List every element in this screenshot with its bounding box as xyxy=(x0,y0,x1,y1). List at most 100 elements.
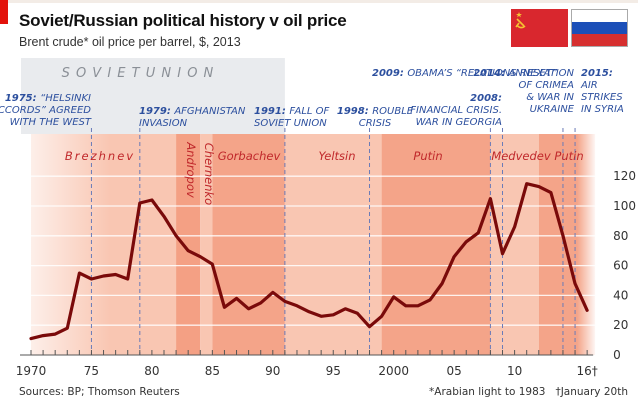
event-text-line: 2015: xyxy=(581,68,613,79)
x-tick-label: 90 xyxy=(265,364,280,378)
event-text-line: 1979: AFGHANISTAN xyxy=(139,106,246,117)
event-text-line: IN SYRIA xyxy=(581,104,624,115)
event-lines xyxy=(90,128,576,355)
event-text-line: WITH THE WEST xyxy=(10,117,92,128)
event-desc: WAR IN GEORGIA xyxy=(416,117,503,128)
hammer-sickle-icon xyxy=(515,12,526,29)
event-desc: AFGHANISTAN xyxy=(173,106,246,117)
event-desc: ACCORDS” AGREED xyxy=(0,105,91,116)
soviet-union-band: S O V I E T U N I O N xyxy=(21,58,285,134)
event-text-line: FINANCIAL CRISIS. xyxy=(410,105,502,116)
footnote: *Arabian light to 1983 †January 20th xyxy=(429,386,628,398)
event-desc: ROUBLE xyxy=(372,106,414,117)
leader-band-putin xyxy=(381,134,491,355)
event-year: 2015: xyxy=(581,68,613,79)
event-annotation-2009: 2009: OBAMA’S “RELATIONS RESET” xyxy=(372,68,558,79)
event-desc: IN SYRIA xyxy=(581,104,624,115)
event-text-line: SOVIET UNION xyxy=(254,118,327,129)
event-year: 1998: xyxy=(337,106,372,117)
price-series xyxy=(29,182,589,341)
leader-band-andropov xyxy=(176,134,201,355)
y-tick-label: 120 xyxy=(613,169,636,183)
x-tick-label: 85 xyxy=(205,364,220,378)
leader-label-gorbachev: Gorbachev xyxy=(218,149,281,163)
event-desc: FALL OF xyxy=(289,106,329,117)
x-tick-label: 75 xyxy=(84,364,99,378)
event-text-line: UKRAINE xyxy=(530,104,575,115)
event-year: 2008: xyxy=(470,93,502,104)
soviet-union-label: S O V I E T U N I O N xyxy=(62,66,215,81)
leader-labels: Brezhnev Andropov Chernenko Gorbachev Yeltsi… xyxy=(65,141,584,205)
y-tick-label: 100 xyxy=(613,199,636,213)
leader-band-gorbachev xyxy=(212,134,285,355)
x-tick-label: 95 xyxy=(326,364,341,378)
russia-flag-icon xyxy=(571,9,628,47)
y-tick-label: 0 xyxy=(613,348,621,362)
x-tick-label: 16† xyxy=(576,364,597,378)
x-tick-label: 80 xyxy=(144,364,159,378)
event-desc: ANNEXATION xyxy=(508,68,575,79)
event-desc: FINANCIAL CRISIS. xyxy=(410,105,502,116)
soviet-union-background xyxy=(21,58,285,134)
event-desc: SOVIET UNION xyxy=(254,118,327,129)
y-axis: 0 20 40 60 80 100 120 xyxy=(613,169,636,362)
leader-label-yeltsin: Yeltsin xyxy=(318,149,355,163)
leader-band-yeltsin xyxy=(284,134,382,355)
event-desc: “HELSINKI xyxy=(40,93,91,104)
event-annotation-2008: 2008:FINANCIAL CRISIS.WAR IN GEORGIA xyxy=(410,93,502,128)
sources-note: Sources: BP; Thomson Reuters xyxy=(19,386,180,398)
y-tick-label: 20 xyxy=(613,318,628,332)
event-desc: OF CRIMEA xyxy=(519,80,575,91)
leader-label-brezhnev: Brezhnev xyxy=(65,149,135,163)
leader-label-chernenko: Chernenko xyxy=(202,143,216,205)
leader-band-chernenko xyxy=(200,134,213,355)
event-desc: CRISIS xyxy=(359,118,392,129)
event-desc: OBAMA’S “RELATIONS RESET” xyxy=(407,68,558,79)
y-tick-label: 40 xyxy=(613,288,628,302)
oil-price-line xyxy=(29,182,589,341)
brand-red-marker xyxy=(0,0,8,24)
event-text-line: CRISIS xyxy=(359,118,392,129)
event-text-line: 1998: ROUBLE xyxy=(337,106,414,117)
event-text-line: WAR IN GEORGIA xyxy=(416,117,503,128)
event-desc: AIR xyxy=(580,80,598,91)
event-year: 1991: xyxy=(254,106,289,117)
event-text-line: OF CRIMEA xyxy=(519,80,575,91)
event-text-line: STRIKES xyxy=(581,92,623,103)
event-desc: INVASION xyxy=(139,118,188,129)
x-tick-label: 10 xyxy=(507,364,522,378)
chart-subtitle: Brent crude* oil price per barrel, $, 20… xyxy=(19,35,241,49)
x-tick-label: 1970 xyxy=(16,364,47,378)
x-axis: 1970 75 80 85 90 95 2000 05 10 16† xyxy=(16,350,598,378)
event-year: 2009: xyxy=(372,68,407,79)
event-text-line: ACCORDS” AGREED xyxy=(0,105,91,116)
event-text-line: 2008: xyxy=(470,93,502,104)
gridlines xyxy=(0,175,596,326)
event-year: 1975: xyxy=(5,93,40,104)
leader-label-putin: Putin xyxy=(413,149,442,163)
event-text-line: 2009: OBAMA’S “RELATIONS RESET” xyxy=(372,68,558,79)
x-tick-label: 05 xyxy=(447,364,462,378)
leader-label-medvedev: Medvedev xyxy=(491,149,551,163)
leader-label-putin2: Putin xyxy=(554,149,583,163)
event-text-line: & WAR IN xyxy=(526,92,574,103)
event-year: 2014: xyxy=(473,68,508,79)
y-tick-label: 80 xyxy=(613,229,628,243)
event-text-line: INVASION xyxy=(139,118,188,129)
leader-bands xyxy=(31,134,596,355)
y-tick-label: 60 xyxy=(613,259,628,273)
event-text-line: AIR xyxy=(580,80,598,91)
event-desc: & WAR IN xyxy=(526,92,574,103)
leader-label-andropov: Andropov xyxy=(184,141,198,198)
event-desc: UKRAINE xyxy=(530,104,575,115)
event-text-line: 1991: FALL OF xyxy=(254,106,330,117)
event-year: 1979: xyxy=(139,106,174,117)
